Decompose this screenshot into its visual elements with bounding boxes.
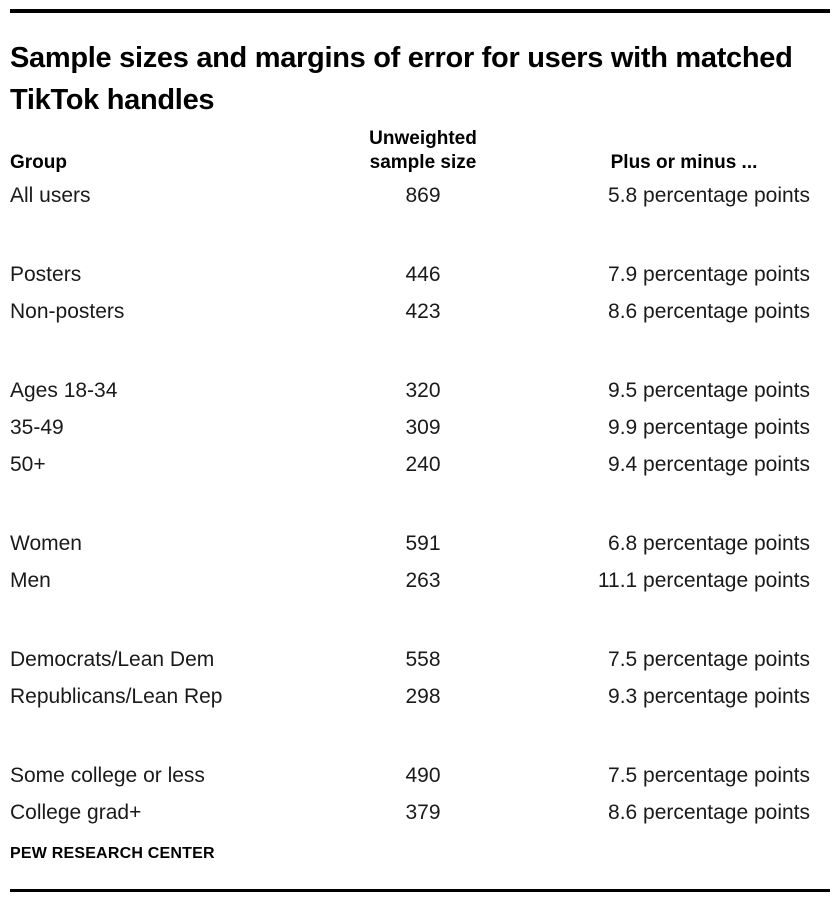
table-row: Democrats/Lean Dem 558 7.5 percentage poin… <box>10 641 830 678</box>
table-row: Ages 18-34 320 9.5 percentage points <box>10 372 830 409</box>
bottom-rule <box>10 889 830 892</box>
sample-size-cell: 446 <box>405 262 441 286</box>
sample-size-cell: 379 <box>405 800 441 824</box>
moe-cell: 8.6 percentage points <box>608 299 810 323</box>
sample-size-cell: 423 <box>405 299 441 323</box>
top-rule <box>10 9 830 13</box>
table-row: Women 591 6.8 percentage points <box>10 525 830 562</box>
sample-size-cell: 591 <box>405 531 441 555</box>
row-group: Some college or less 490 7.5 percentage po… <box>10 757 830 831</box>
column-header-group: Group <box>10 152 67 173</box>
sample-size-cell: 558 <box>405 647 441 671</box>
moe-cell: 9.5 percentage points <box>608 378 810 402</box>
table-row: College grad+ 379 8.6 percentage points <box>10 794 830 831</box>
group-cell: College grad+ <box>10 800 142 824</box>
row-group: All users 869 5.8 percentage points <box>10 177 830 214</box>
group-cell: Men <box>10 568 51 592</box>
group-cell: 50+ <box>10 452 46 476</box>
group-cell: Democrats/Lean Dem <box>10 647 215 671</box>
source-attribution: PEW RESEARCH CENTER <box>10 845 215 862</box>
group-cell: Republicans/Lean Rep <box>10 684 223 708</box>
sample-size-cell: 320 <box>405 378 441 402</box>
row-group: Posters 446 7.9 percentage points Non-poste… <box>10 256 830 330</box>
sample-size-cell: 490 <box>405 763 441 787</box>
row-group: Democrats/Lean Dem 558 7.5 percentage poin… <box>10 641 830 715</box>
moe-cell: 9.3 percentage points <box>608 684 810 708</box>
group-cell: Ages 18-34 <box>10 378 118 402</box>
group-cell: Non-posters <box>10 299 125 323</box>
sample-size-cell: 240 <box>405 452 441 476</box>
row-group: Women 591 6.8 percentage points Men 263 11.1 … <box>10 525 830 599</box>
sample-size-cell: 869 <box>405 183 441 207</box>
sample-size-cell: 298 <box>405 684 441 708</box>
moe-cell: 7.5 percentage points <box>608 763 810 787</box>
moe-cell: 5.8 percentage points <box>608 183 810 207</box>
column-header-sample-size: Unweighted sample size <box>369 128 477 173</box>
table-row: 35-49 309 9.9 percentage points <box>10 409 830 446</box>
table-row: Some college or less 490 7.5 percentage po… <box>10 757 830 794</box>
table-row: 50+ 240 9.4 percentage points <box>10 446 830 483</box>
table-row: Non-posters 423 8.6 percentage points <box>10 293 830 330</box>
moe-cell: 7.5 percentage points <box>608 647 810 671</box>
table-row: Republicans/Lean Rep 298 9.3 percentage po… <box>10 678 830 715</box>
group-cell: Some college or less <box>10 763 205 787</box>
table-row: Men 263 11.1 percentage points <box>10 562 830 599</box>
table-row: All users 869 5.8 percentage points <box>10 177 830 214</box>
group-cell: Posters <box>10 262 82 286</box>
sample-size-cell: 263 <box>405 568 441 592</box>
group-cell: Women <box>10 531 82 555</box>
row-group: Ages 18-34 320 9.5 percentage points 35-49 3… <box>10 372 830 483</box>
moe-cell: 9.4 percentage points <box>608 452 810 476</box>
moe-cell: 6.8 percentage points <box>608 531 810 555</box>
moe-cell: 11.1 percentage points <box>597 568 810 592</box>
moe-cell: 9.9 percentage points <box>608 415 810 439</box>
moe-cell: 7.9 percentage points <box>608 262 810 286</box>
moe-cell: 8.6 percentage points <box>608 800 810 824</box>
sample-size-cell: 309 <box>405 415 441 439</box>
table-body: All users 869 5.8 percentage points Posters… <box>10 177 830 831</box>
table-row: Posters 446 7.9 percentage points <box>10 256 830 293</box>
group-cell: All users <box>10 183 91 207</box>
column-header-margin-of-error: Plus or minus ... <box>610 152 758 173</box>
report-figure: Sample sizes and margins of error for us… <box>0 9 840 892</box>
figure-title: Sample sizes and margins of error for us… <box>10 42 793 116</box>
group-cell: 35-49 <box>10 415 64 439</box>
table-header-row: Group Unweighted sample size Plus or min… <box>10 127 830 175</box>
